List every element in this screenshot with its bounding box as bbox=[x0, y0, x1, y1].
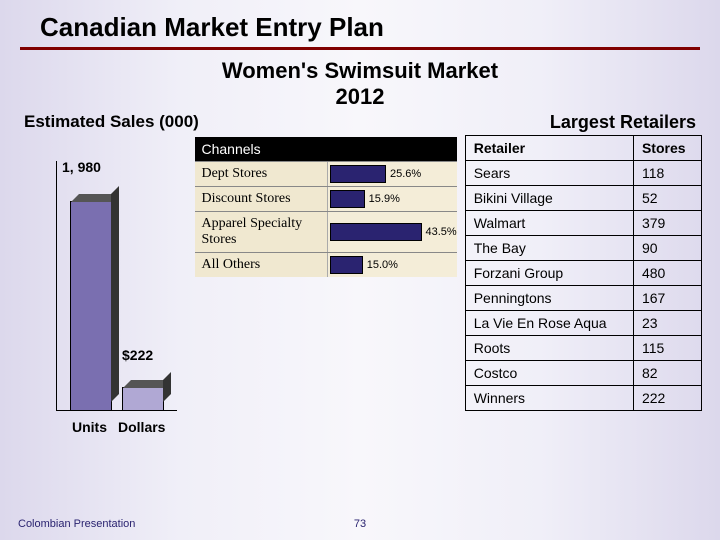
channel-pct: 43.5% bbox=[426, 226, 457, 238]
retailer-name: Winners bbox=[465, 386, 633, 411]
retailer-name: La Vie En Rose Aqua bbox=[465, 311, 633, 336]
retailer-row: La Vie En Rose Aqua23 bbox=[465, 311, 701, 336]
footer-left: Colombian Presentation bbox=[18, 518, 135, 530]
channel-bar bbox=[330, 190, 365, 208]
channel-pct: 25.6% bbox=[390, 168, 421, 180]
estimated-sales-label: Estimated Sales (000) bbox=[24, 112, 199, 133]
retailer-row: Roots115 bbox=[465, 336, 701, 361]
channels-header: Channels bbox=[195, 137, 456, 161]
retailer-row: Winners222 bbox=[465, 386, 701, 411]
footer: Colombian Presentation 73 bbox=[18, 518, 702, 530]
channels-table: Channels Dept Stores 25.6% Discount Stores… bbox=[195, 137, 456, 277]
retailer-row: Walmart379 bbox=[465, 211, 701, 236]
retailer-name: Sears bbox=[465, 161, 633, 186]
retailer-name: Costco bbox=[465, 361, 633, 386]
channel-row: All Others 15.0% bbox=[195, 252, 456, 277]
retailer-stores: 82 bbox=[633, 361, 701, 386]
axis-label-units: Units bbox=[72, 419, 107, 435]
stores-col-header: Stores bbox=[633, 136, 701, 161]
channel-pct: 15.0% bbox=[367, 259, 398, 271]
channel-row: Apparel Specialty Stores 43.5% bbox=[195, 211, 456, 252]
bar-label-units: 1, 980 bbox=[62, 159, 101, 175]
retailer-row: Sears118 bbox=[465, 161, 701, 186]
retailer-stores: 480 bbox=[633, 261, 701, 286]
retailer-row: Penningtons167 bbox=[465, 286, 701, 311]
channel-name: All Others bbox=[195, 253, 326, 277]
channel-name: Dept Stores bbox=[195, 162, 326, 186]
channel-row: Discount Stores 15.9% bbox=[195, 186, 456, 211]
channel-bar-cell: 25.6% bbox=[327, 162, 457, 186]
retailer-name: Bikini Village bbox=[465, 186, 633, 211]
retailers-table: Retailer Stores Sears118Bikini Village52… bbox=[465, 135, 702, 411]
subtitle-line1: Women's Swimsuit Market bbox=[222, 58, 498, 83]
sales-bar-chart: 1, 980 $222 Units Dollars bbox=[18, 161, 187, 451]
retailer-stores: 379 bbox=[633, 211, 701, 236]
retailer-row: Forzani Group480 bbox=[465, 261, 701, 286]
subtitle: Women's Swimsuit Market 2012 bbox=[0, 58, 720, 110]
largest-retailers-label: Largest Retailers bbox=[550, 112, 696, 133]
channel-bar-cell: 15.0% bbox=[327, 253, 457, 277]
retailer-name: Walmart bbox=[465, 211, 633, 236]
retailer-stores: 23 bbox=[633, 311, 701, 336]
page-number: 73 bbox=[354, 518, 366, 530]
bar-units bbox=[70, 201, 112, 411]
retailer-name: Roots bbox=[465, 336, 633, 361]
page-title: Canadian Market Entry Plan bbox=[20, 0, 700, 50]
retailer-stores: 90 bbox=[633, 236, 701, 261]
retailer-name: Penningtons bbox=[465, 286, 633, 311]
retailer-name: Forzani Group bbox=[465, 261, 633, 286]
axis-label-dollars: Dollars bbox=[118, 419, 165, 435]
subtitle-line2: 2012 bbox=[336, 84, 385, 109]
retailer-row: The Bay90 bbox=[465, 236, 701, 261]
channel-name: Discount Stores bbox=[195, 187, 326, 211]
retailer-row: Bikini Village52 bbox=[465, 186, 701, 211]
retailer-row: Costco82 bbox=[465, 361, 701, 386]
retailer-stores: 118 bbox=[633, 161, 701, 186]
retailer-stores: 222 bbox=[633, 386, 701, 411]
channel-bar-cell: 15.9% bbox=[327, 187, 457, 211]
channel-bar bbox=[330, 256, 363, 274]
bar-label-dollars: $222 bbox=[122, 347, 153, 363]
retailer-stores: 167 bbox=[633, 286, 701, 311]
channel-bar bbox=[330, 165, 386, 183]
channel-bar-cell: 43.5% bbox=[327, 212, 457, 252]
channel-name: Apparel Specialty Stores bbox=[195, 212, 326, 252]
channel-bar bbox=[330, 223, 422, 241]
retailer-stores: 52 bbox=[633, 186, 701, 211]
channel-row: Dept Stores 25.6% bbox=[195, 161, 456, 186]
retailer-name: The Bay bbox=[465, 236, 633, 261]
retailer-stores: 115 bbox=[633, 336, 701, 361]
bar-dollars bbox=[122, 387, 164, 411]
channel-pct: 15.9% bbox=[369, 193, 400, 205]
retailer-col-header: Retailer bbox=[465, 136, 633, 161]
